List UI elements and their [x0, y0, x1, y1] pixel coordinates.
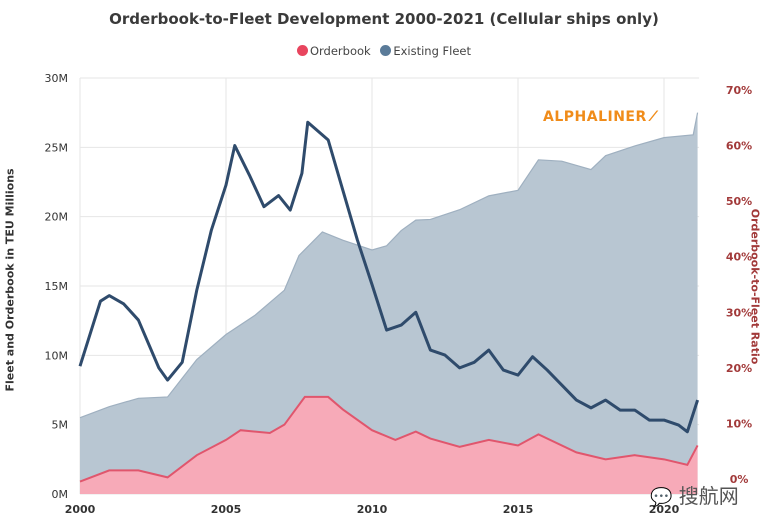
watermark: 💬 搜航网 [650, 484, 739, 508]
y-tick-label: 15M [45, 280, 69, 293]
y2-tick-label: 0% [730, 473, 749, 486]
existing-fleet-line [79, 112, 699, 419]
x-tick-label: 2010 [357, 503, 388, 516]
legend-label: Existing Fleet [393, 44, 472, 58]
y2-tick-label: 30% [726, 306, 752, 319]
orderbook-area [80, 396, 698, 494]
y2-tick-label: 70% [726, 84, 752, 97]
fleet-legend-dot-icon [380, 45, 392, 56]
x-tick-label: 2005 [211, 503, 242, 516]
x-tick-label: 2000 [65, 503, 96, 516]
legend-item-orderbook[interactable]: Orderbook [296, 44, 371, 58]
y2-tick-label: 60% [726, 140, 752, 153]
y-axis-label: Fleet and Orderbook in TEU Millions [3, 168, 17, 392]
legend-label: Orderbook [309, 44, 371, 58]
y2-tick-label: 50% [726, 195, 752, 208]
alphaliner-logo: ALPHALINER ⁄ [543, 109, 655, 125]
ratio-line [78, 120, 700, 434]
y2-tick-label: 40% [726, 251, 752, 264]
y-tick-label: 25M [45, 141, 69, 154]
y2-tick-label: 20% [726, 362, 752, 375]
x-tick-label: 2020 [649, 503, 680, 516]
y-tick-label: 20M [45, 211, 69, 224]
legend: Orderbook Existing Fleet [0, 44, 768, 58]
x-tick-label: 2015 [503, 503, 534, 516]
existing-fleet-area [80, 112, 698, 495]
y-tick-label: 10M [45, 349, 69, 362]
wechat-icon: 💬 [650, 487, 673, 508]
y-tick-label: 5M [52, 419, 69, 432]
orderbook-line [79, 395, 699, 483]
y-tick-label: 30M [45, 72, 69, 85]
chart-title: Orderbook-to-Fleet Development 2000-2021… [109, 10, 659, 28]
y-tick-label: 0M [52, 488, 69, 501]
legend-item-existing-fleet[interactable]: Existing Fleet [380, 44, 471, 58]
y2-axis-label: Orderbook-to-Fleet Ratio [748, 208, 762, 365]
y2-tick-label: 10% [726, 417, 752, 430]
orderbook-legend-dot-icon [296, 45, 308, 56]
